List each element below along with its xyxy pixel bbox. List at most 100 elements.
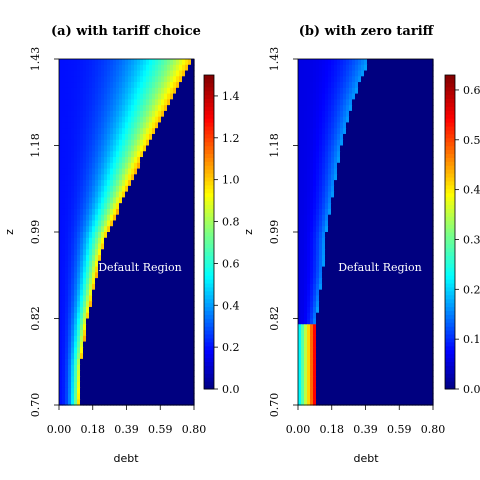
heatmap-cell [337, 145, 341, 152]
heatmap-cell [140, 93, 144, 100]
heatmap-cell [134, 249, 138, 256]
heatmap-cell [74, 278, 78, 285]
heatmap-cell [125, 249, 129, 256]
heatmap-cell [331, 301, 335, 308]
heatmap-cell [143, 110, 147, 118]
heatmap-cell [128, 255, 132, 262]
heatmap-cell [155, 243, 159, 250]
heatmap-cell [86, 260, 90, 268]
heatmap-cell [361, 283, 365, 291]
heatmap-cell [113, 180, 117, 187]
heatmap-cell [412, 306, 416, 314]
heatmap-cell [376, 151, 380, 158]
heatmap-cell [62, 185, 66, 193]
heatmap-cell [86, 399, 90, 406]
heatmap-cell [110, 191, 114, 198]
heatmap-cell [182, 306, 186, 314]
heatmap-cell [307, 133, 311, 141]
heatmap-cell [152, 341, 156, 348]
heatmap-cell [71, 162, 75, 170]
heatmap-cell [316, 128, 320, 135]
heatmap-cell [322, 76, 326, 83]
heatmap-cell [122, 306, 126, 314]
heatmap-cell [421, 312, 425, 320]
heatmap-cell [313, 93, 317, 100]
heatmap-cell [361, 220, 365, 227]
heatmap-cell [101, 335, 105, 343]
heatmap-cell [176, 364, 180, 371]
heatmap-cell [361, 122, 365, 129]
heatmap-cell [310, 266, 314, 273]
heatmap-cell [137, 330, 141, 337]
heatmap-cell [298, 237, 302, 245]
heatmap-cell [68, 139, 72, 147]
heatmap-cell [89, 358, 93, 366]
heatmap-cell [361, 197, 365, 204]
heatmap-cell [430, 324, 434, 331]
heatmap-cell [388, 70, 392, 77]
heatmap-cell [427, 243, 431, 250]
heatmap-cell [191, 399, 195, 406]
heatmap-cell [71, 364, 75, 371]
heatmap-cell [316, 93, 320, 100]
heatmap-cell [119, 82, 123, 89]
heatmap-cell [113, 353, 117, 360]
heatmap-cell [155, 105, 159, 112]
heatmap-cell [388, 301, 392, 308]
heatmap-cell [176, 358, 180, 366]
heatmap-cell [397, 185, 401, 193]
heatmap-cell [158, 99, 162, 106]
heatmap-cell [397, 145, 401, 152]
heatmap-cell [95, 208, 99, 216]
heatmap-cell [143, 157, 147, 164]
heatmap-cell [95, 370, 99, 377]
heatmap-cell [340, 64, 344, 72]
heatmap-cell [131, 318, 135, 325]
heatmap-cell [155, 318, 159, 325]
heatmap-cell [110, 237, 114, 245]
heatmap-cell [188, 358, 192, 366]
heatmap-cell [391, 110, 395, 118]
heatmap-cell [355, 255, 359, 262]
heatmap-cell [59, 306, 63, 314]
heatmap-cell [385, 289, 389, 297]
heatmap-cell [152, 220, 156, 227]
heatmap-cell [358, 174, 362, 181]
heatmap-cell [367, 105, 371, 112]
heatmap-cell [176, 105, 180, 112]
heatmap-cell [400, 278, 404, 285]
heatmap-cell [143, 358, 147, 366]
heatmap-cell [298, 168, 302, 175]
heatmap-cell [430, 243, 434, 250]
heatmap-cell [101, 358, 105, 366]
heatmap-cell [406, 203, 410, 210]
heatmap-cell [131, 93, 135, 100]
heatmap-cell [322, 70, 326, 77]
heatmap-cell [343, 203, 347, 210]
heatmap-cell [65, 87, 69, 95]
heatmap-cell [167, 128, 171, 135]
heatmap-cell [325, 306, 329, 314]
heatmap-cell [319, 180, 323, 187]
heatmap-cell [367, 162, 371, 170]
heatmap-cell [122, 260, 126, 268]
heatmap-cell [343, 232, 347, 239]
heatmap-cell [412, 162, 416, 170]
heatmap-cell [316, 70, 320, 77]
heatmap-cell [397, 105, 401, 112]
heatmap-cell [349, 220, 353, 227]
heatmap-cell [107, 324, 111, 331]
heatmap-cell [149, 260, 153, 268]
heatmap-cell [334, 116, 338, 124]
heatmap-cell [164, 272, 168, 279]
colorbar-segment [204, 286, 214, 292]
heatmap-cell [418, 301, 422, 308]
heatmap-cell [403, 151, 407, 158]
heatmap-cell [409, 110, 413, 118]
heatmap-cell [164, 180, 168, 187]
heatmap-cell [304, 214, 308, 222]
heatmap-cell [128, 330, 132, 337]
heatmap-cell [334, 191, 338, 198]
heatmap-cell [340, 214, 344, 222]
heatmap-cell [131, 260, 135, 268]
